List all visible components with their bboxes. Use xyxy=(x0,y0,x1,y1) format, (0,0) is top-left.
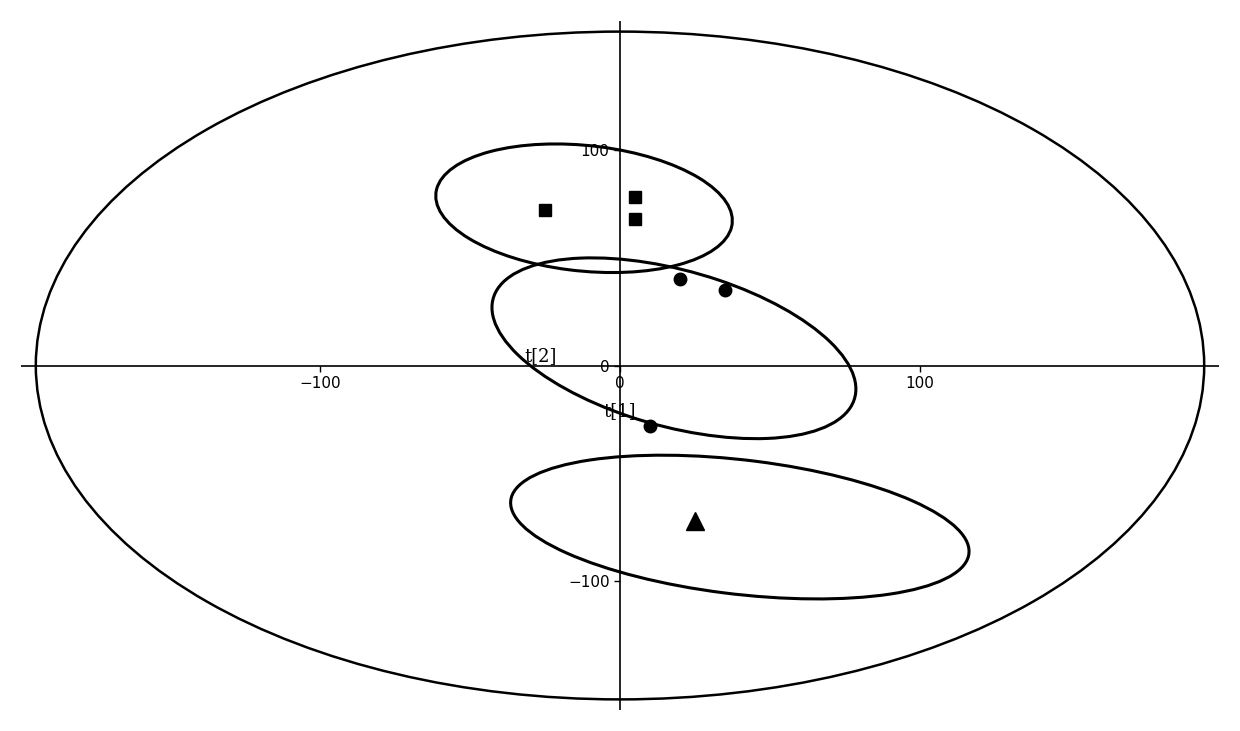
X-axis label: t[1]: t[1] xyxy=(604,402,636,420)
Y-axis label: t[2]: t[2] xyxy=(525,347,557,366)
